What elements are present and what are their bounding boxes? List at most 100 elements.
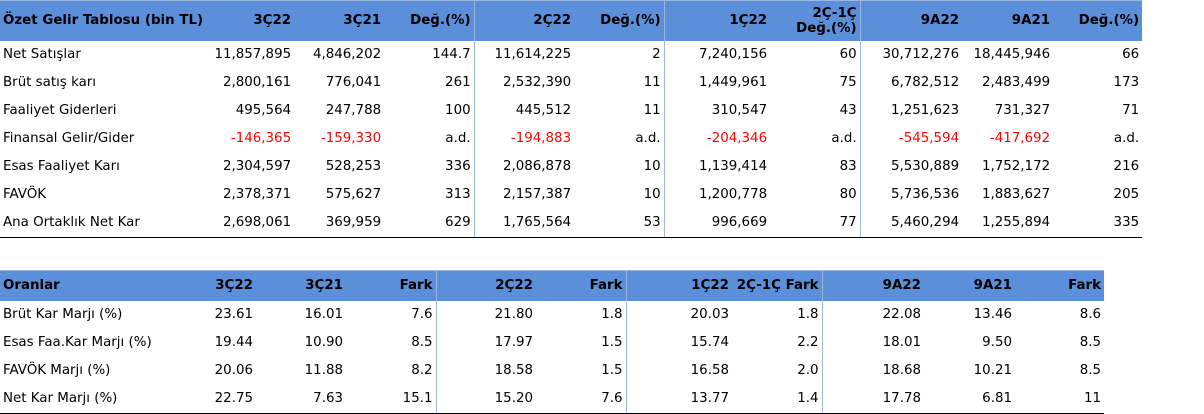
ratios-header-row: Oranlar 3Ç22 3Ç21 Fark 2Ç22 Fark 1Ç22 2Ç-1Ç Far… bbox=[0, 270, 1104, 301]
table-cell: 996,669 bbox=[663, 209, 771, 238]
table-cell: 1.5 bbox=[601, 335, 623, 350]
table-cell: 22.08 bbox=[821, 301, 924, 329]
table-cell: 30,712,276 bbox=[859, 41, 963, 69]
table-cell: a.d. bbox=[831, 131, 857, 146]
table-cell: 5,460,294 bbox=[859, 209, 963, 238]
table-cell: 20.03 bbox=[625, 301, 732, 329]
column-header: Değ.(%) bbox=[384, 0, 475, 41]
table-cell: 1,200,778 bbox=[663, 181, 771, 209]
table-cell: a.d. bbox=[1113, 131, 1140, 146]
table-cell: a.d. bbox=[635, 131, 661, 146]
table-cell: 2,800,161 bbox=[222, 75, 292, 90]
table-row: Net Kar Marjı (%) 22.75 7.63 15.1 15.20 7.6 13… bbox=[0, 385, 1104, 414]
table-cell: 10 bbox=[643, 159, 661, 174]
table-cell: 10 bbox=[643, 187, 661, 202]
row-label: Brüt satış karı bbox=[3, 75, 97, 90]
table-cell: 2,483,499 bbox=[981, 75, 1051, 90]
row-label: Esas Faaliyet Karı bbox=[3, 159, 120, 174]
row-label: Finansal Gelir/Gider bbox=[3, 131, 135, 146]
table-cell: 495,564 bbox=[235, 103, 292, 118]
table-cell: 60 bbox=[839, 47, 857, 62]
table-cell: 1.8 bbox=[601, 307, 623, 322]
row-label: Esas Faa.Kar Marjı (%) bbox=[3, 335, 152, 350]
table-cell: 1,251,623 bbox=[859, 97, 963, 125]
table-cell: 66 bbox=[1122, 47, 1140, 62]
table-cell: 83 bbox=[839, 159, 857, 174]
table-cell: 5,736,536 bbox=[859, 181, 963, 209]
table-cell: 8.5 bbox=[1079, 363, 1101, 378]
table-cell: 15.20 bbox=[435, 385, 536, 414]
table-cell: 21.80 bbox=[435, 301, 536, 329]
table-cell: 2.2 bbox=[797, 335, 819, 350]
column-header: 2Ç-1Ç Fark bbox=[732, 270, 822, 301]
table-cell: 20.06 bbox=[214, 363, 253, 378]
table-cell: 18.01 bbox=[821, 329, 924, 357]
column-header: 9A21 bbox=[924, 270, 1015, 301]
table-cell: 261 bbox=[445, 75, 471, 90]
table-row: Esas Faaliyet Karı 2,304,597 528,253 336 2,0… bbox=[0, 153, 1142, 181]
column-header: 3Ç22 bbox=[168, 270, 256, 301]
table-cell: 10.21 bbox=[973, 363, 1012, 378]
table-cell: 2,157,387 bbox=[473, 181, 575, 209]
table-cell: 2 bbox=[652, 47, 661, 62]
table-cell: 1,765,564 bbox=[473, 209, 575, 238]
column-header: Değ.(%) bbox=[1053, 0, 1143, 41]
table-cell: 1,255,894 bbox=[962, 209, 1054, 238]
row-label: Faaliyet Giderleri bbox=[3, 103, 117, 118]
row-label: Brüt Kar Marjı (%) bbox=[3, 307, 123, 322]
column-header: 9A22 bbox=[821, 270, 924, 301]
table-cell: 2,378,371 bbox=[222, 187, 292, 202]
table-cell: 75 bbox=[839, 75, 857, 90]
column-header: 2Ç22 bbox=[473, 0, 575, 41]
table-cell: -545,594 bbox=[859, 125, 963, 153]
table-cell: 13.77 bbox=[625, 385, 732, 414]
table-cell: 336 bbox=[445, 159, 471, 174]
table-cell: 23.61 bbox=[214, 307, 253, 322]
table-cell: 22.75 bbox=[168, 385, 256, 414]
table-cell: 17.97 bbox=[435, 329, 536, 357]
table-cell: 1.5 bbox=[601, 363, 623, 378]
table-cell: 6.81 bbox=[924, 385, 1015, 414]
table-cell: 18.58 bbox=[435, 357, 536, 385]
table-cell: 15.1 bbox=[346, 385, 436, 414]
column-header: Fark bbox=[536, 270, 626, 301]
column-header: 3Ç21 bbox=[256, 270, 346, 301]
row-label: Ana Ortaklık Net Kar bbox=[0, 209, 207, 238]
table-cell: 15.74 bbox=[625, 329, 732, 357]
table-row: Brüt satış karı 2,800,161 776,041 261 2,532,… bbox=[0, 69, 1142, 97]
table-cell: 11.88 bbox=[304, 363, 343, 378]
table-cell: 43 bbox=[839, 103, 857, 118]
table-cell: 19.44 bbox=[214, 335, 253, 350]
table-cell: 7.63 bbox=[256, 385, 346, 414]
table-cell: 216 bbox=[1113, 159, 1140, 174]
table-cell: 13.46 bbox=[973, 307, 1012, 322]
row-label: FAVÖK bbox=[3, 187, 47, 202]
column-header: 3Ç21 bbox=[294, 0, 385, 41]
income-statement-table: Özet Gelir Tablosu (bin TL) 3Ç22 3Ç21 Değ.(… bbox=[0, 0, 1143, 238]
table-cell: 11,614,225 bbox=[473, 41, 575, 69]
table-cell: 335 bbox=[1053, 209, 1143, 238]
table-cell: 629 bbox=[384, 209, 475, 238]
column-header: Fark bbox=[346, 270, 436, 301]
column-header: 9A22 bbox=[859, 0, 963, 41]
ratios-title: Oranlar bbox=[0, 270, 168, 301]
table-row: Finansal Gelir/Gider -146,365 -159,330 a.d.… bbox=[0, 125, 1142, 153]
table-cell: 1,449,961 bbox=[663, 69, 771, 97]
column-header: Değ.(%) bbox=[574, 0, 665, 41]
table-cell: 1.8 bbox=[797, 307, 819, 322]
table-cell: 2,086,878 bbox=[473, 153, 575, 181]
table-cell: 18.68 bbox=[821, 357, 924, 385]
table-cell: 10.90 bbox=[304, 335, 343, 350]
column-header: 2Ç-1Ç Değ.(%) bbox=[770, 0, 861, 41]
table-cell: 16.58 bbox=[625, 357, 732, 385]
table-row: Net Satışlar 11,857,895 4,846,202 144.7 11,6… bbox=[0, 41, 1142, 69]
table-cell: 8.5 bbox=[411, 335, 433, 350]
table-cell: 11,857,895 bbox=[214, 47, 292, 62]
table-cell: -204,346 bbox=[663, 125, 771, 153]
ratios-table: Oranlar 3Ç22 3Ç21 Fark 2Ç22 Fark 1Ç22 2Ç-1Ç Far… bbox=[0, 270, 1104, 414]
table-cell: 11 bbox=[643, 75, 661, 90]
table-cell: 247,788 bbox=[325, 103, 382, 118]
column-header: Fark bbox=[1015, 270, 1104, 301]
table-cell: 17.78 bbox=[821, 385, 924, 414]
table-cell: 575,627 bbox=[325, 187, 382, 202]
